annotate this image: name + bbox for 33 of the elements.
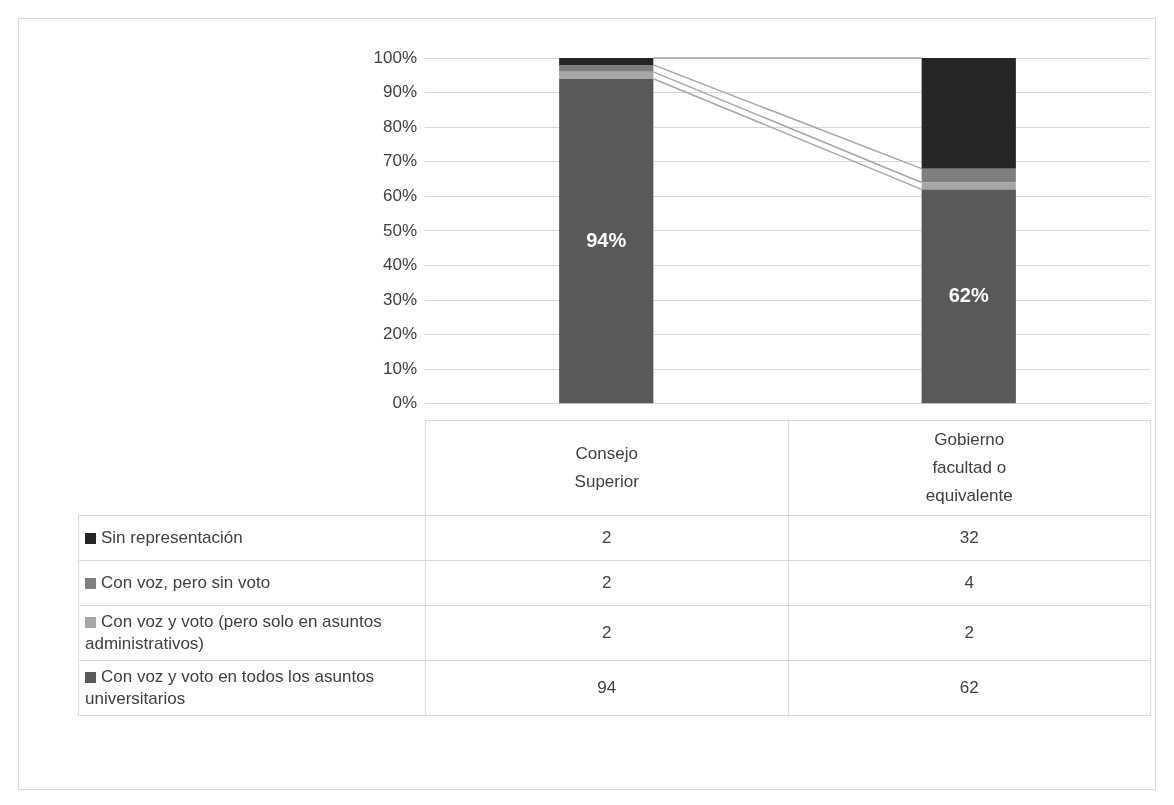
legend-label: Sin representación [101,528,243,547]
data-label: 32 [788,515,1151,561]
bar [559,64,654,72]
x-tick-label: Gobierno facultad o equivalente [924,429,1014,507]
y-tick-label: 40% [382,255,417,275]
y-tick-label: 0% [392,393,417,413]
y-tick-label: 30% [382,289,417,309]
y-tick-label: 80% [382,116,417,136]
y-tick-label: 50% [382,220,417,240]
bar [921,168,1016,183]
y-tick-label: 90% [382,82,417,102]
annotation: 62% [948,283,989,306]
x-tick-label: Consejo Superior [573,443,640,493]
y-tick-label: 100% [373,47,417,67]
annotation: 94% [586,228,627,251]
legend-label: Con voz y voto (pero solo en asuntos administrativos) [85,612,382,653]
y-tick-label: 70% [382,151,417,171]
data-label: 2 [425,605,788,661]
bar [921,189,1016,404]
bar [559,78,654,404]
data-label: 2 [788,605,1151,661]
data-label: 62 [788,660,1151,716]
y-tick-label: 20% [382,324,417,344]
data-label: 94 [425,660,788,716]
legend-label: Con voz y voto en todos los asuntos universitarios [85,667,375,708]
bar [921,58,1016,169]
y-tick-label: 10% [382,358,417,378]
legend-label: Con voz, pero sin voto [101,573,271,592]
data-label: 2 [425,560,788,606]
data-label: 4 [788,560,1151,606]
bar [559,58,654,65]
data-label: 2 [425,515,788,561]
y-tick-label: 60% [382,186,417,206]
